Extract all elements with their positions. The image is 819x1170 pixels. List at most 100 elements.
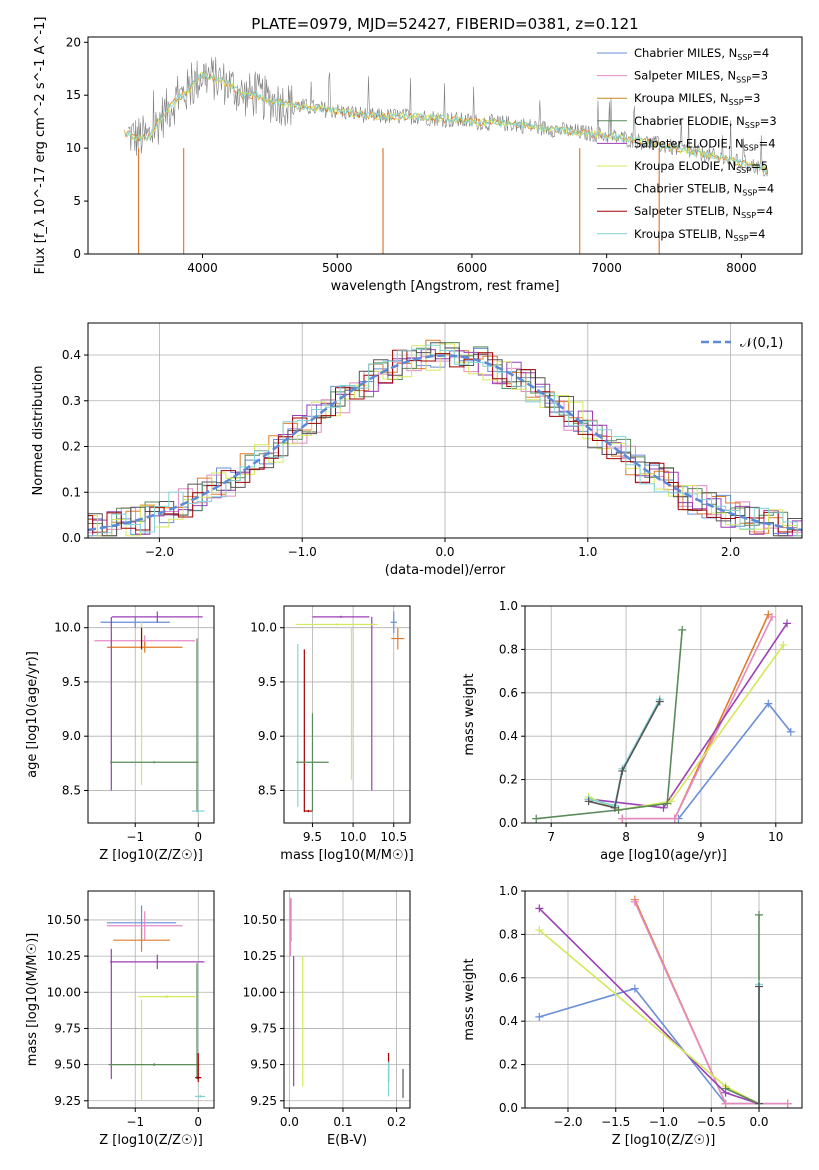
y-tick-label: 0.2 <box>499 773 518 787</box>
x-tick-label: 0 <box>194 1115 202 1129</box>
weight-marker <box>721 1099 730 1108</box>
axes-border <box>87 605 215 824</box>
plot-area <box>535 895 792 1108</box>
legend-subscript: SSP <box>734 234 749 243</box>
legend-count: =4 <box>756 204 773 218</box>
axes-frame: −2.0 −1.5 −1.0 −0.5 0.0 0.0 0.2 0.4 0.6 0.8 1.0 Z [… <box>462 884 803 1148</box>
y-tick-label: 9.5 <box>258 675 277 689</box>
axes-frame: −1 0 8.5 9.0 9.5 10.0 Z [log10(Z/Z☉)] age [log1… <box>25 605 215 863</box>
spectrum-line <box>124 70 769 173</box>
y-tick-label: 0.6 <box>499 686 518 700</box>
legend-count: =3 <box>760 114 777 128</box>
y-tick-label: 0.4 <box>499 729 518 743</box>
y-tick-label: 0.0 <box>499 1101 518 1115</box>
x-tick-label: −1 <box>126 830 144 844</box>
legend-count: =5 <box>751 159 768 173</box>
y-tick-label: 0.8 <box>499 927 518 941</box>
spectrum-line <box>128 57 769 177</box>
weight-marker <box>783 1099 792 1108</box>
weight-marker <box>764 699 773 708</box>
legend-count: =4 <box>752 46 769 60</box>
x-tick-label: −1.5 <box>601 1115 630 1129</box>
y-tick-label: 10.25 <box>47 949 81 963</box>
legend-count: =4 <box>757 182 774 196</box>
weight-marker <box>655 697 664 706</box>
normal-curve <box>88 354 802 532</box>
x-tick-label: −0.5 <box>697 1115 726 1129</box>
y-tick-label: 5 <box>73 194 81 208</box>
x-tick-label: 5000 <box>322 261 353 275</box>
x-tick-label: 0.2 <box>387 1115 406 1129</box>
weight-marker <box>618 766 627 775</box>
legend-label: Chabrier ELODIE, NSSP=3 <box>634 114 777 130</box>
legend-subscript: SSP <box>737 53 752 62</box>
y-tick-label: 1.0 <box>499 599 518 613</box>
weight-marker <box>535 926 544 935</box>
mass-vs-metallicity-plot: −1 0 9.25 9.50 9.75 10.00 10.25 10.50 Z [log10(Z… <box>25 890 215 1148</box>
x-axis-label: mass [log10(M/M☉)] <box>280 848 413 863</box>
y-tick-label: 0.8 <box>499 642 518 656</box>
age-vs-mass-plot: 9.5 10.0 10.5 8.5 9.0 9.5 10.0 mass [log10(M/M☉… <box>250 605 414 863</box>
plot-area <box>289 898 404 1098</box>
plot-area <box>88 339 802 537</box>
weight-marker <box>584 797 593 806</box>
axes-border <box>524 605 803 824</box>
histogram-series <box>88 354 802 537</box>
plot-area <box>106 905 206 1101</box>
plot-area <box>296 611 405 813</box>
spectrum-plot: 4000 5000 6000 7000 8000 0 5 10 15 20 wavelength [… <box>33 15 803 294</box>
weight-marker <box>535 904 544 913</box>
x-axis-label: Z [log10(Z/Z☉)] <box>99 848 203 863</box>
legend-label: Kroupa MILES, NSSP=3 <box>634 91 760 107</box>
x-tick-label: 7 <box>547 830 555 844</box>
x-tick-label: 7000 <box>591 261 622 275</box>
y-tick-label: 9.25 <box>54 1094 81 1108</box>
y-tick-label: 20 <box>66 35 81 49</box>
weight-line <box>622 616 773 820</box>
y-tick-label: 0.1 <box>62 485 81 499</box>
y-tick-label: 0.0 <box>499 816 518 830</box>
y-tick-label: 15 <box>66 88 81 102</box>
legend-subscript: SSP <box>745 121 760 130</box>
legend-subscript: SSP <box>741 211 756 220</box>
weight-marker <box>768 612 777 621</box>
y-tick-label: 9.75 <box>54 1021 81 1035</box>
legend-subscript: SSP <box>744 143 759 152</box>
y-axis-label: mass [log10(M/M☉)] <box>25 933 40 1066</box>
x-tick-label: 2.0 <box>721 545 740 559</box>
x-tick-label: 0.1 <box>333 1115 352 1129</box>
legend-label: Salpeter STELIB, NSSP=4 <box>634 204 773 220</box>
y-tick-label: 1.0 <box>499 884 518 898</box>
y-axis-label: Normed distribution <box>31 366 46 496</box>
weight-marker <box>670 814 679 823</box>
weight-marker <box>610 803 619 812</box>
legend-count: =3 <box>744 91 761 105</box>
weight-marker <box>535 1012 544 1021</box>
y-tick-label: 10 <box>66 141 81 155</box>
legend-subscript: SSP <box>729 98 744 107</box>
y-tick-label: 0.2 <box>499 1058 518 1072</box>
weight-marker <box>659 803 668 812</box>
weight-marker <box>755 1099 764 1108</box>
legend-label: Chabrier STELIB, NSSP=4 <box>634 182 774 198</box>
y-tick-label: 10.00 <box>243 985 277 999</box>
y-tick-label: 10.50 <box>243 913 277 927</box>
legend-subscript: SSP <box>742 189 757 198</box>
weight-vs-metallicity-plot: −2.0 −1.5 −1.0 −0.5 0.0 0.0 0.2 0.4 0.6 0.8 1.0 Z [… <box>462 884 803 1148</box>
y-tick-label: 10.50 <box>47 913 81 927</box>
x-axis-label: Z [log10(Z/Z☉)] <box>612 1133 716 1148</box>
y-tick-label: 9.50 <box>250 1058 277 1072</box>
y-tick-label: 10.0 <box>54 621 81 635</box>
y-tick-label: 9.75 <box>250 1021 277 1035</box>
histogram-series <box>88 342 802 537</box>
y-tick-label: 0.4 <box>62 348 81 362</box>
y-tick-label: 0.6 <box>499 971 518 985</box>
weight-marker <box>678 625 687 634</box>
age-vs-metallicity-plot: −1 0 8.5 9.0 9.5 10.0 Z [log10(Z/Z☉)] age [log1… <box>25 605 215 863</box>
axes-frame: 4000 5000 6000 7000 8000 0 5 10 15 20 wavelength [… <box>33 15 803 294</box>
spectrum-line <box>124 71 769 175</box>
y-axis-label: mass weight <box>462 958 477 1040</box>
axes-border <box>283 605 411 824</box>
axes-frame: −2.0 −1.0 0.0 1.0 2.0 0.0 0.1 0.2 0.3 0.4 (data-mo… <box>31 322 803 578</box>
